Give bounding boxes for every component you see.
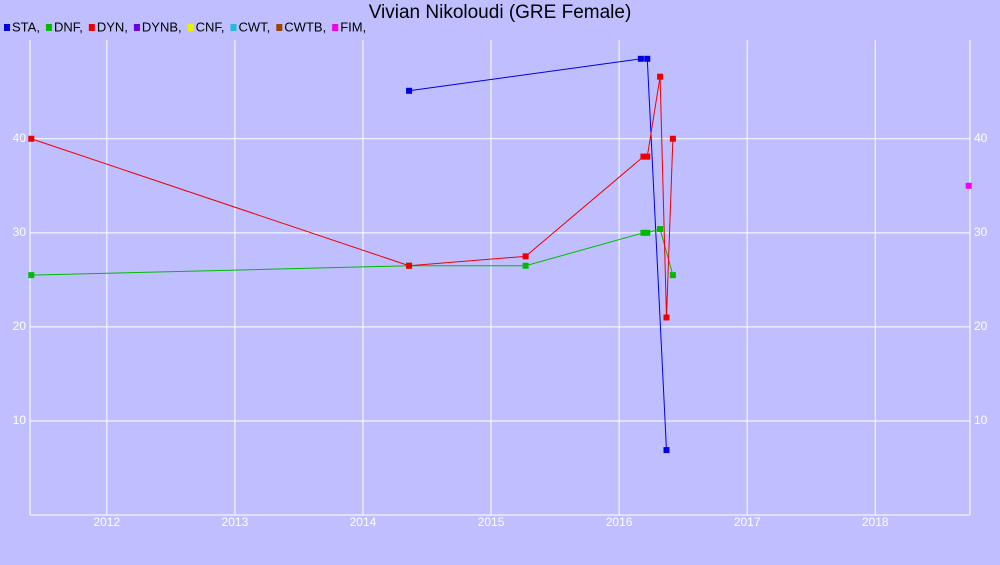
legend-swatch <box>230 24 237 31</box>
y-tick-label: 10 <box>13 413 27 427</box>
point-marker <box>637 55 644 62</box>
x-tick-label: 2017 <box>734 515 761 529</box>
chart-title: Vivian Nikoloudi (GRE Female) <box>369 2 632 23</box>
y2-tick-label: 10 <box>974 413 988 427</box>
legend-label: FIM, <box>340 19 366 34</box>
legend-label: CNF, <box>196 19 225 34</box>
legend-label: CWT, <box>239 19 271 34</box>
legend-swatch <box>187 24 194 31</box>
legend-swatch <box>332 24 339 31</box>
point-marker <box>669 272 676 279</box>
point-marker <box>965 182 972 189</box>
series-line <box>409 58 667 451</box>
y2-tick-label: 40 <box>974 131 988 145</box>
point-marker <box>657 73 664 80</box>
legend-swatch <box>88 24 95 31</box>
x-tick-label: 2018 <box>862 515 889 529</box>
legend-swatch <box>276 24 283 31</box>
x-tick-label: 2016 <box>606 515 633 529</box>
y2-tick-label: 30 <box>974 225 988 239</box>
point-marker <box>640 229 647 236</box>
y2-tick-label: 20 <box>974 319 988 333</box>
x-tick-label: 2012 <box>93 515 120 529</box>
point-marker <box>522 253 529 260</box>
point-marker <box>657 226 664 233</box>
legend-swatch <box>45 24 52 31</box>
x-tick-label: 2013 <box>222 515 249 529</box>
point-marker <box>406 87 413 94</box>
x-tick-label: 2014 <box>350 515 377 529</box>
legend-label: DYN, <box>97 19 128 34</box>
point-marker <box>28 135 35 142</box>
y-tick-label: 30 <box>13 225 27 239</box>
point-marker <box>663 314 670 321</box>
point-marker <box>644 229 651 236</box>
point-marker <box>644 153 651 160</box>
legend-label: STA, <box>12 19 40 34</box>
x-tick-label: 2015 <box>478 515 505 529</box>
point-marker <box>663 447 670 454</box>
point-marker <box>406 262 413 269</box>
y-tick-label: 40 <box>13 131 27 145</box>
point-marker <box>28 272 35 279</box>
point-marker <box>640 153 647 160</box>
legend-label: DYNB, <box>142 19 182 34</box>
legend-swatch <box>133 24 140 31</box>
point-marker <box>669 135 676 142</box>
legend-label: DNF, <box>54 19 83 34</box>
legend-label: CWTB, <box>284 19 326 34</box>
point-marker <box>644 55 651 62</box>
y-tick-label: 20 <box>13 319 27 333</box>
point-marker <box>522 262 529 269</box>
legend-swatch <box>4 24 10 31</box>
